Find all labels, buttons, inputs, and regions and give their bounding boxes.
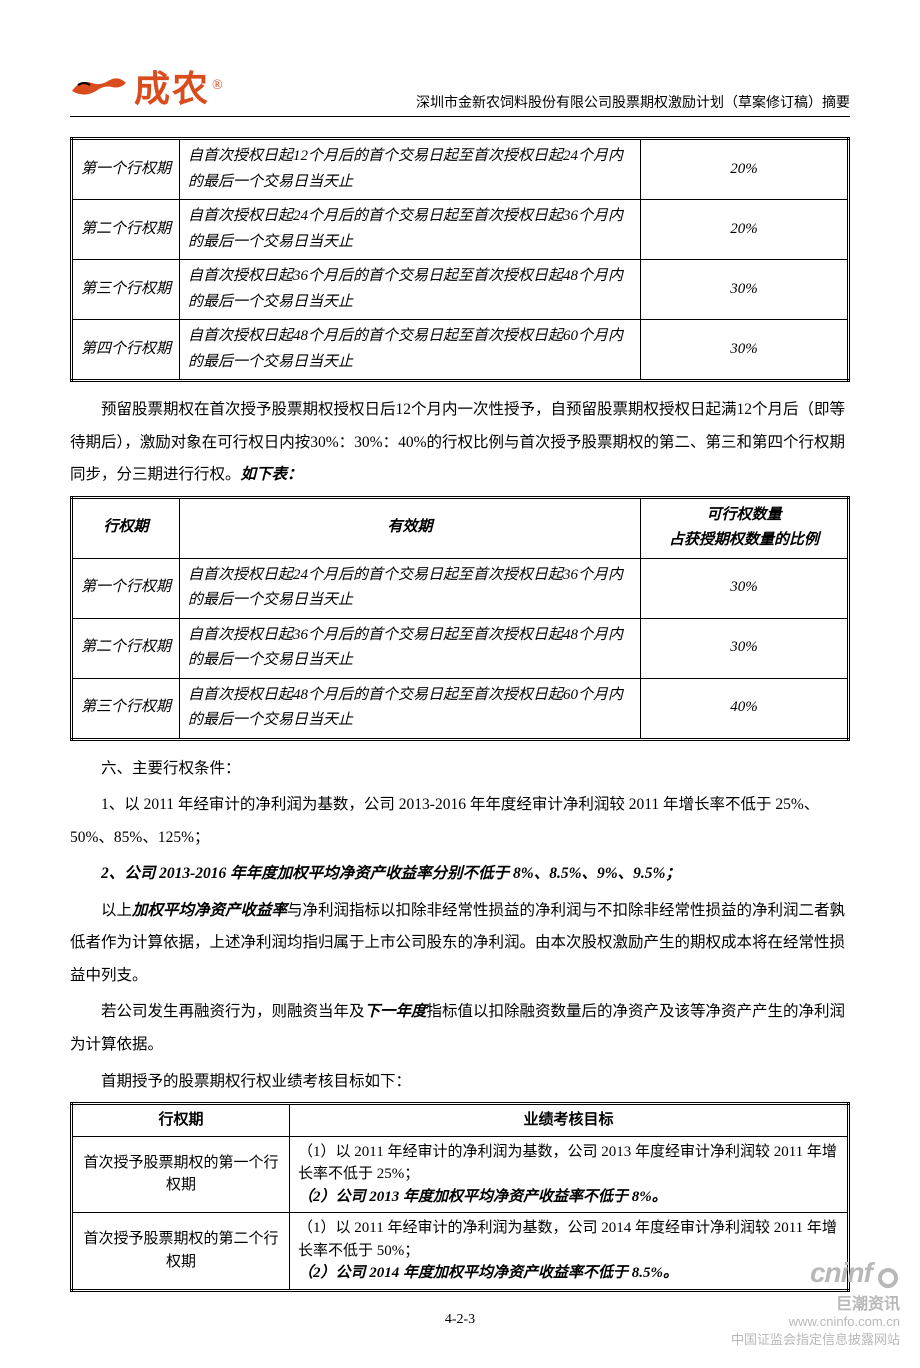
- watermark-subtitle: 中国证监会指定信息披露网站: [731, 1329, 900, 1348]
- th-validity: 有效期: [180, 497, 641, 558]
- para1-tail: 如下表：: [241, 466, 303, 483]
- company-logo: 成农 ®: [70, 60, 223, 112]
- cell-pct: 30%: [641, 260, 849, 320]
- cell-pct: 40%: [641, 678, 849, 739]
- table-row: 第二个行权期自首次授权日起24个月后的首个交易日起至首次授权日起36个月内的最后…: [72, 200, 849, 260]
- cell-pct: 30%: [641, 618, 849, 678]
- cell-pct: 30%: [641, 320, 849, 381]
- logo-text: 成农: [134, 60, 210, 112]
- cell-desc: 自首次授权日起48个月后的首个交易日起至首次授权日起60个月内的最后一个交易日当…: [180, 320, 641, 381]
- table-row: 行权期 业绩考核目标: [72, 1104, 849, 1137]
- refi-a: 若公司发生再融资行为，则融资当年及: [101, 1003, 365, 1020]
- th-period: 行权期: [72, 497, 180, 558]
- table-row: 第一个行权期自首次授权日起12个月后的首个交易日起至首次授权日起24个月内的最后…: [72, 139, 849, 200]
- text-bold: 加权平均净资产收益率: [132, 902, 287, 919]
- logo-registered-icon: ®: [212, 78, 223, 94]
- document-title: 深圳市金新农饲料股份有限公司股票期权激励计划（草案修订稿）摘要: [416, 92, 850, 112]
- condition-item-2: 2、公司 2013-2016 年年度加权平均净资产收益率分别不低于 8%、8.5…: [70, 858, 850, 891]
- cninfo-watermark: cninf 巨潮资讯 www.cninfo.com.cn 中国证监会指定信息披露…: [731, 1257, 900, 1348]
- table-row: 第三个行权期自首次授权日起48个月后的首个交易日起至首次授权日起60个月内的最后…: [72, 678, 849, 739]
- cell-period: 第二个行权期: [72, 618, 180, 678]
- cell-period: 第三个行权期: [72, 260, 180, 320]
- text-a: 以上: [101, 902, 132, 919]
- cell-desc: 自首次授权日起36个月后的首个交易日起至首次授权日起48个月内的最后一个交易日当…: [180, 260, 641, 320]
- para1-text: 预留股票期权在首次授予股票期权授权日后12个月内一次性授予，自预留股票期权授权日…: [70, 401, 845, 483]
- roe-explain-paragraph: 以上加权平均净资产收益率与净利润指标以扣除非经常性损益的净利润与不扣除非经常性损…: [70, 895, 850, 993]
- cell-period: 第二个行权期: [72, 200, 180, 260]
- cell-period: 第三个行权期: [72, 678, 180, 739]
- cell-target: （1）以 2011 年经审计的净利润为基数，公司 2013 年度经审计净利润较 …: [290, 1136, 849, 1213]
- cell-period: 第一个行权期: [72, 139, 180, 200]
- condition-item-1: 1、以 2011 年经审计的净利润为基数，公司 2013-2016 年年度经审计…: [70, 789, 850, 854]
- watermark-url: www.cninfo.com.cn: [731, 1314, 900, 1329]
- cell-pct: 20%: [641, 200, 849, 260]
- document-page: 成农 ® 深圳市金新农饲料股份有限公司股票期权激励计划（草案修订稿）摘要 第一个…: [0, 0, 920, 1368]
- cell-period: 第四个行权期: [72, 320, 180, 381]
- th-prop-l2: 占获授期权数量的比例: [669, 532, 819, 548]
- exercise-period-table-1: 第一个行权期自首次授权日起12个月后的首个交易日起至首次授权日起24个月内的最后…: [70, 137, 850, 382]
- table-row: 首次授予股票期权的第一个行权期（1）以 2011 年经审计的净利润为基数，公司 …: [72, 1136, 849, 1213]
- cell-pct: 20%: [641, 139, 849, 200]
- logo-mark-icon: [70, 71, 130, 101]
- refinance-paragraph: 若公司发生再融资行为，则融资当年及下一年度指标值以扣除融资数量后的净资产及该等净…: [70, 996, 850, 1061]
- table-row: 第四个行权期自首次授权日起48个月后的首个交易日起至首次授权日起60个月内的最后…: [72, 320, 849, 381]
- table-row: 第三个行权期自首次授权日起36个月后的首个交易日起至首次授权日起48个月内的最后…: [72, 260, 849, 320]
- cell-desc: 自首次授权日起24个月后的首个交易日起至首次授权日起36个月内的最后一个交易日当…: [180, 558, 641, 618]
- watermark-swirl-icon: [876, 1266, 900, 1290]
- page-header: 成农 ® 深圳市金新农饲料股份有限公司股票期权激励计划（草案修订稿）摘要: [70, 60, 850, 117]
- refi-bold: 下一年度: [365, 1003, 427, 1020]
- th-target: 业绩考核目标: [290, 1104, 849, 1137]
- table-row: 第一个行权期自首次授权日起24个月后的首个交易日起至首次授权日起36个月内的最后…: [72, 558, 849, 618]
- table-row: 行权期 有效期 可行权数量 占获授期权数量的比例: [72, 497, 849, 558]
- th-prop-l1: 可行权数量: [706, 507, 781, 523]
- cell-period: 第一个行权期: [72, 558, 180, 618]
- section-6-title: 六、主要行权条件：: [70, 753, 850, 786]
- cell-period: 首次授予股票期权的第二个行权期: [72, 1213, 290, 1291]
- th-period: 行权期: [72, 1104, 290, 1137]
- cell-period: 首次授予股票期权的第一个行权期: [72, 1136, 290, 1213]
- watermark-brand: cninf: [810, 1257, 872, 1288]
- cell-desc: 自首次授权日起36个月后的首个交易日起至首次授权日起48个月内的最后一个交易日当…: [180, 618, 641, 678]
- exercise-period-table-2: 行权期 有效期 可行权数量 占获授期权数量的比例 第一个行权期自首次授权日起24…: [70, 496, 850, 741]
- th-proportion: 可行权数量 占获授期权数量的比例: [641, 497, 849, 558]
- cell-desc: 自首次授权日起24个月后的首个交易日起至首次授权日起36个月内的最后一个交易日当…: [180, 200, 641, 260]
- cell-desc: 自首次授权日起12个月后的首个交易日起至首次授权日起24个月内的最后一个交易日当…: [180, 139, 641, 200]
- first-grant-intro: 首期授予的股票期权行权业绩考核目标如下：: [70, 1066, 850, 1099]
- cell-desc: 自首次授权日起48个月后的首个交易日起至首次授权日起60个月内的最后一个交易日当…: [180, 678, 641, 739]
- cell-pct: 30%: [641, 558, 849, 618]
- reserved-options-paragraph: 预留股票期权在首次授予股票期权授权日后12个月内一次性授予，自预留股票期权授权日…: [70, 394, 850, 492]
- table-row: 第二个行权期自首次授权日起36个月后的首个交易日起至首次授权日起48个月内的最后…: [72, 618, 849, 678]
